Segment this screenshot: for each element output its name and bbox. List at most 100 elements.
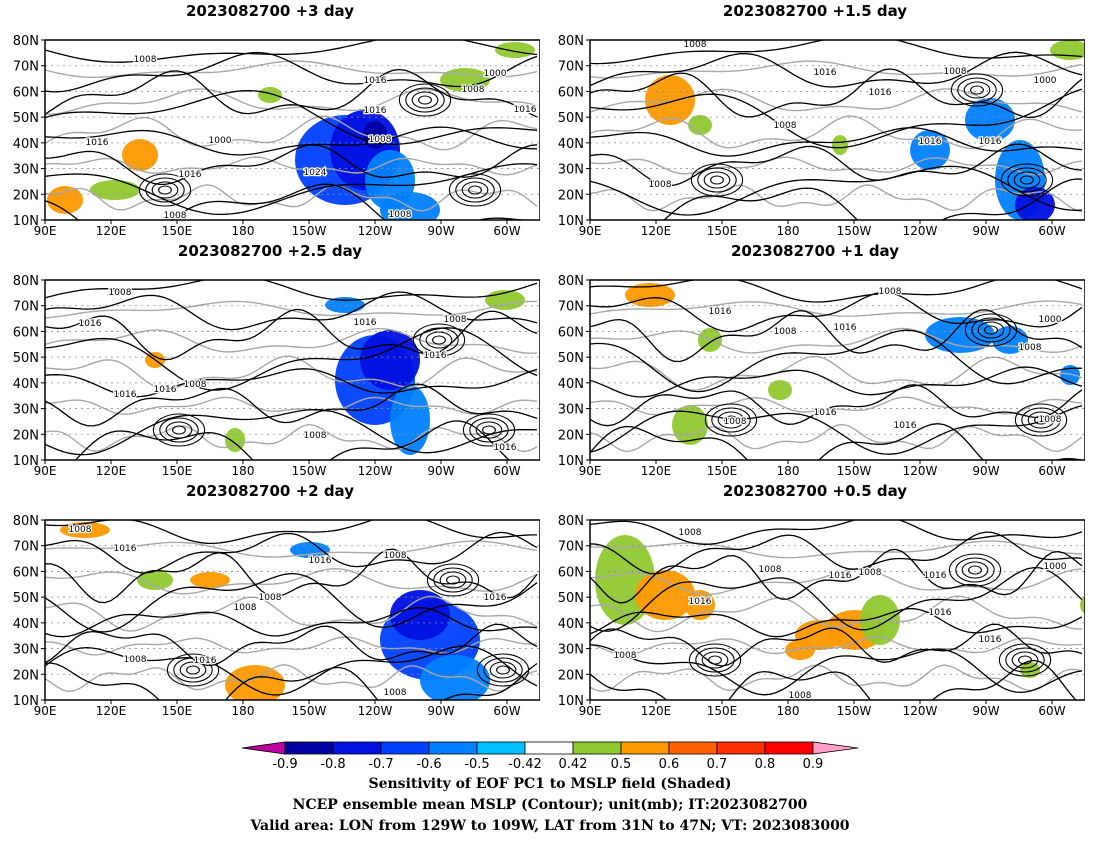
pressure-center-contour: [439, 571, 467, 589]
caption-line-2: NCEP ensemble mean MSLP (Contour); unit(…: [292, 797, 808, 813]
lon-label: 150E: [162, 464, 193, 478]
mslp-contour: [590, 309, 1083, 363]
contour-label: 1008: [444, 315, 467, 325]
lon-label: 120W: [358, 224, 393, 238]
sensitivity-shading: [1015, 187, 1055, 220]
lat-label: 70N: [13, 540, 39, 555]
lon-label: 180: [232, 464, 255, 478]
lat-label: 40N: [13, 617, 39, 632]
mslp-contour: [45, 548, 538, 604]
panel-title: 2023082700 +1 day: [731, 242, 899, 260]
lon-label: 150W: [837, 224, 872, 238]
mslp-contour: [45, 662, 538, 700]
pressure-center-contour: [701, 651, 729, 669]
pressure-center-contour: [398, 83, 452, 117]
pressure-center-contour: [455, 177, 495, 203]
pressure-center-contour: [469, 417, 509, 443]
coastline: [590, 568, 1083, 596]
lat-label: 20N: [13, 428, 39, 443]
pressure-center-contour: [159, 417, 199, 443]
lon-label: 180: [232, 704, 255, 718]
sensitivity-shading: [363, 121, 387, 149]
pressure-center-contour: [412, 323, 466, 357]
pressure-center-contour: [173, 657, 213, 683]
mslp-contour: [590, 423, 1083, 460]
mslp-contour: [45, 183, 537, 220]
pressure-center-contour: [483, 657, 523, 683]
lon-label: 120W: [358, 704, 393, 718]
mslp-contour: [590, 68, 1083, 119]
lat-label: 70N: [558, 300, 584, 315]
colorbar-tick-label: 0.42: [559, 757, 588, 772]
lat-label: 50N: [558, 591, 584, 606]
colorbar-tick-label: -0.8: [320, 757, 345, 772]
lon-label: 150E: [707, 704, 738, 718]
contour-label: 1008: [684, 40, 707, 50]
mslp-contour: [45, 623, 538, 667]
panel-title: 2023082700 +3 day: [186, 2, 354, 20]
mslp-contour: [590, 51, 1083, 88]
sensitivity-shading: [225, 428, 245, 452]
lon-label: 150W: [292, 224, 327, 238]
lat-label: 70N: [13, 300, 39, 315]
map-content: 1008 1016 1008 1016 1008 1016 1000 1016 1016 1008…: [590, 520, 1085, 701]
lat-label: 20N: [13, 668, 39, 683]
contour-label: 1016: [114, 544, 137, 554]
colorbar-box: [668, 741, 718, 755]
lat-label: 40N: [558, 617, 584, 632]
contour-label: 1008: [134, 55, 157, 65]
pressure-center-contour: [704, 403, 758, 437]
pressure-center-contour: [433, 567, 473, 593]
pressure-center-contour: [476, 653, 530, 687]
pressure-center-contour: [145, 177, 185, 203]
colorbar-end-left: [241, 741, 286, 755]
plot-frame: [44, 519, 540, 701]
pressure-center-contour: [1011, 651, 1039, 669]
contour-label: 1008: [789, 691, 812, 701]
contour-label: 1016: [834, 323, 857, 333]
lon-label: 60W: [493, 704, 520, 718]
lat-label: 60N: [558, 85, 584, 100]
plot-frame: [44, 39, 540, 221]
pressure-center-contour: [482, 425, 496, 435]
colorbar: -0.9 -0.8 -0.7 -0.6 -0.5 -0.42 0.42 0.5 0.6 0.7 0.…: [240, 740, 860, 780]
lat-label: 70N: [558, 60, 584, 75]
lat-label: 20N: [558, 188, 584, 203]
coastline: [45, 327, 538, 355]
coastline: [590, 423, 1083, 453]
pressure-center-contour: [418, 95, 432, 105]
contour-label: 1016: [894, 421, 917, 431]
pressure-center-contour: [172, 425, 186, 435]
coastline: [590, 664, 1083, 693]
lon-label: 120W: [903, 224, 938, 238]
mslp-contour: [590, 608, 1083, 638]
pressure-center-contour: [411, 91, 439, 109]
lon-label: 120E: [641, 704, 672, 718]
contour-label: 1008: [164, 211, 187, 221]
contour-label: 1016: [79, 319, 102, 329]
contour-label: 1016: [114, 390, 137, 400]
mslp-contour: [45, 51, 538, 93]
lat-label: 50N: [13, 111, 39, 126]
mslp-contour: [590, 531, 1083, 575]
colorbar-tick-label: -0.7: [368, 757, 393, 772]
contour-label: 1016: [86, 138, 109, 148]
pressure-center-contour: [688, 643, 742, 677]
mslp-contour: [45, 68, 538, 118]
coastline: [45, 184, 538, 212]
lat-label: 60N: [558, 325, 584, 340]
lat-label: 20N: [13, 188, 39, 203]
lat-label: 30N: [13, 163, 39, 178]
colorbar-box: [332, 741, 382, 755]
lon-label: 90E: [34, 464, 57, 478]
pressure-center-contour: [710, 175, 724, 185]
contour-label: 1016: [364, 106, 387, 116]
coastline: [45, 423, 538, 453]
lon-label: 90W: [972, 464, 999, 478]
map-content: 1008 1016 1008 1000 1016 1016 1000 1016 1024 1008…: [45, 40, 540, 221]
sensitivity-shading: [290, 542, 330, 558]
lat-label: 10N: [13, 694, 39, 709]
mslp-contour: [45, 280, 538, 301]
lat-label: 70N: [558, 540, 584, 555]
